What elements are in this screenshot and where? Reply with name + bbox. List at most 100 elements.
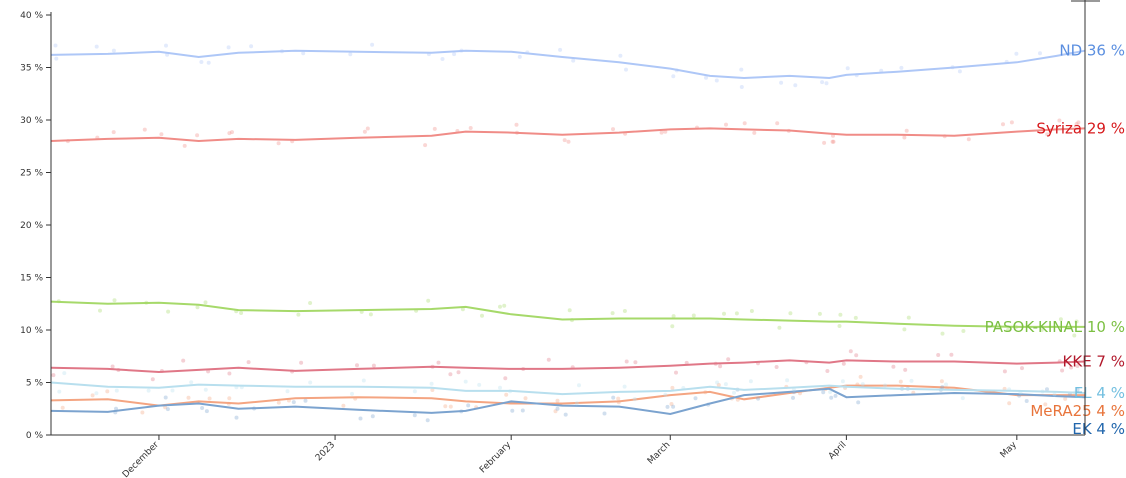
poll-dot [355, 363, 359, 368]
poll-dot [1060, 368, 1065, 373]
x-tick-label: December [121, 440, 161, 478]
poll-dot [1052, 392, 1057, 397]
poll-dot [940, 385, 945, 390]
poll-dot [308, 301, 313, 305]
poll-dot [824, 81, 829, 86]
poll-dot [60, 405, 65, 410]
poll-dot [831, 139, 836, 144]
poll-dot [105, 389, 110, 394]
poll-dot [670, 324, 675, 329]
poll-dot [466, 403, 471, 408]
y-tick-label: 30 % [20, 116, 43, 126]
poll-dot [902, 135, 907, 140]
poll-dot [358, 416, 363, 421]
trend-line [50, 384, 1085, 407]
poll-dot [203, 387, 208, 392]
poll-dot [822, 140, 827, 145]
poll-dot [704, 75, 708, 80]
poll-dot [53, 43, 58, 48]
poll-dot [1024, 399, 1029, 403]
poll-dot [577, 383, 581, 388]
poll-dot [150, 377, 155, 382]
poll-dot [1043, 402, 1048, 407]
poll-dot [734, 311, 739, 316]
poll-dot [57, 389, 62, 394]
poll-dot [98, 308, 102, 313]
poll-dot [774, 365, 779, 369]
poll-dot [739, 67, 744, 72]
poll-dot [227, 131, 232, 136]
poll-dot [611, 395, 616, 400]
poll-dot [230, 130, 234, 135]
series-label: EK 4 % [1072, 420, 1125, 438]
poll-dot [563, 412, 568, 417]
x-tick-label: May [999, 440, 1020, 461]
poll-dot [436, 360, 441, 365]
poll-dot [426, 298, 431, 303]
poll-dot [860, 382, 865, 387]
poll-dot [610, 311, 615, 316]
series-label: KKE 7 % [1063, 353, 1125, 371]
trend-line [50, 127, 1086, 143]
poll-dot [825, 369, 830, 373]
poll-dot [821, 390, 826, 395]
poll-dot [828, 390, 833, 394]
trend-line [50, 387, 1086, 416]
poll-dot [1007, 401, 1012, 406]
poll-dot [715, 380, 720, 385]
poll-dot [350, 391, 354, 396]
poll-dot [674, 370, 678, 375]
poll-dot [742, 121, 747, 126]
poll-dot [669, 402, 674, 406]
poll-dot [146, 388, 151, 393]
poll-dot [665, 404, 670, 409]
series-label: Syriza 29 % [1036, 119, 1125, 137]
poll-dot [361, 378, 366, 383]
x-tick-label: 2023 [314, 440, 337, 463]
series-label: PASOK-KINAL 10 % [985, 318, 1125, 336]
poll-dot [503, 376, 508, 381]
poll-dot [791, 387, 796, 392]
poll-dot [957, 69, 962, 74]
poll-dot [1075, 387, 1080, 392]
poll-dot [663, 129, 668, 134]
poll-dot [276, 141, 281, 146]
poll-dot [785, 378, 790, 383]
poll-dot [463, 379, 468, 384]
poll-dot [748, 379, 753, 384]
poll-dot [163, 395, 168, 400]
poll-dot [1074, 319, 1079, 324]
poll-dot [1006, 327, 1011, 332]
poll-dot [817, 311, 822, 316]
poll-dot [546, 357, 551, 362]
poll-dot [898, 379, 903, 384]
poll-dot [1002, 369, 1007, 374]
poll-dot [412, 413, 417, 418]
trend-line [50, 300, 1085, 328]
poll-dot [51, 373, 56, 378]
trend-line [50, 49, 1086, 80]
poll-dot [234, 415, 239, 420]
poll-dot [891, 364, 896, 369]
poll-dot [1020, 366, 1024, 371]
poll-dot [562, 138, 567, 143]
poll-dot [602, 411, 607, 416]
poll-dot [779, 80, 784, 85]
poll-dot [94, 44, 99, 49]
poll-dot [830, 139, 835, 144]
poll-dot [460, 307, 465, 312]
x-tick-label: March [646, 440, 672, 466]
poll-dot [793, 83, 798, 88]
poll-dot [206, 60, 211, 65]
poll-dot [200, 406, 205, 410]
poll-dot [166, 309, 171, 314]
poll-dot [558, 47, 563, 52]
poll-dot [1058, 317, 1063, 322]
poll-dot [632, 397, 637, 402]
poll-dot [566, 139, 571, 144]
poll-dot [671, 314, 676, 319]
poll-dot [902, 327, 907, 332]
poll-dot [1063, 396, 1068, 401]
